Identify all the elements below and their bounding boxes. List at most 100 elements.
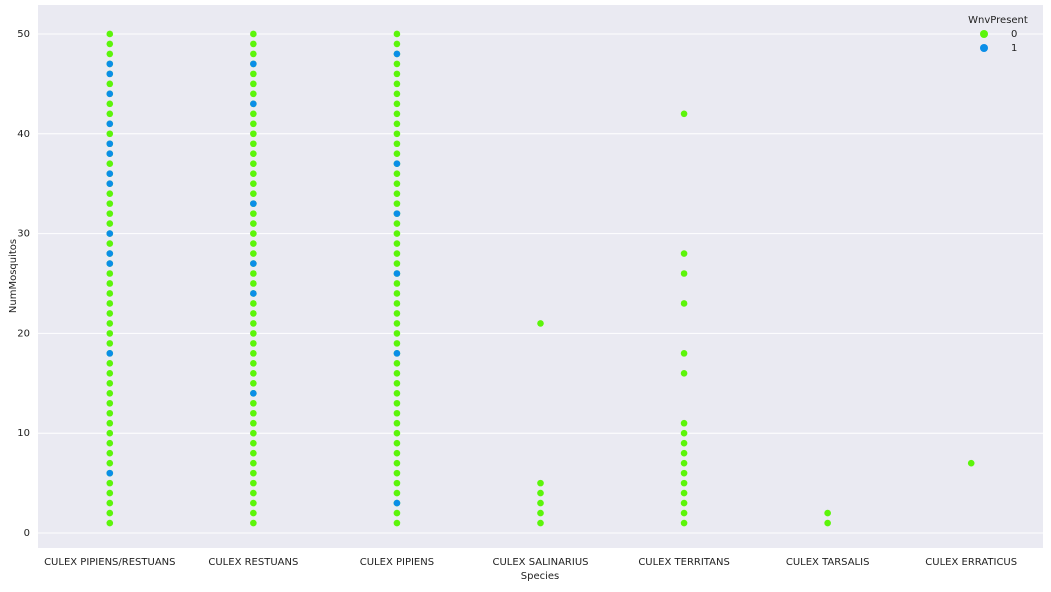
point bbox=[393, 469, 401, 477]
point bbox=[106, 260, 114, 267]
point bbox=[250, 40, 257, 48]
point bbox=[393, 280, 401, 287]
point bbox=[106, 350, 114, 357]
point bbox=[250, 80, 257, 88]
legend-marker bbox=[980, 30, 988, 38]
point bbox=[250, 30, 257, 38]
point bbox=[250, 200, 257, 207]
point bbox=[967, 459, 975, 467]
x-tick-label: CULEX PIPIENS/RESTUANS bbox=[44, 557, 175, 568]
legend-title: WnvPresent bbox=[968, 15, 1028, 26]
y-tick-label: 50 bbox=[17, 29, 30, 40]
legend-marker bbox=[980, 44, 988, 52]
point bbox=[250, 300, 257, 307]
x-tick-label: CULEX ERRATICUS bbox=[925, 557, 1017, 568]
point bbox=[393, 140, 401, 148]
point bbox=[537, 519, 544, 527]
point bbox=[106, 519, 114, 527]
point bbox=[106, 190, 114, 197]
y-tick-label: 10 bbox=[17, 428, 30, 439]
y-tick-label: 40 bbox=[17, 129, 30, 140]
point bbox=[106, 399, 114, 407]
point bbox=[106, 200, 114, 207]
point bbox=[393, 320, 401, 327]
point bbox=[106, 80, 114, 88]
point bbox=[393, 300, 401, 307]
point bbox=[393, 439, 401, 447]
point bbox=[393, 330, 401, 337]
point bbox=[250, 380, 257, 387]
point bbox=[106, 270, 114, 277]
point bbox=[393, 409, 401, 417]
point bbox=[250, 220, 257, 227]
point bbox=[250, 50, 257, 58]
point bbox=[393, 449, 401, 457]
point bbox=[250, 180, 257, 187]
point bbox=[250, 250, 257, 257]
point bbox=[106, 230, 114, 237]
point bbox=[250, 310, 257, 317]
x-tick-label: CULEX TERRITANS bbox=[638, 557, 730, 568]
x-tick-label: CULEX RESTUANS bbox=[208, 557, 298, 568]
point bbox=[250, 479, 257, 487]
point bbox=[680, 429, 688, 437]
point bbox=[106, 160, 114, 168]
point bbox=[106, 110, 114, 118]
point bbox=[393, 170, 401, 177]
point bbox=[250, 489, 257, 497]
point bbox=[250, 320, 257, 327]
point bbox=[106, 509, 114, 517]
point bbox=[680, 300, 688, 307]
point bbox=[393, 459, 401, 467]
point bbox=[537, 489, 544, 497]
point bbox=[393, 310, 401, 317]
point bbox=[250, 409, 257, 417]
point bbox=[106, 90, 114, 98]
point bbox=[106, 50, 114, 58]
point bbox=[106, 240, 114, 247]
point bbox=[250, 70, 257, 78]
point bbox=[250, 100, 257, 108]
point bbox=[106, 479, 114, 487]
point bbox=[250, 519, 257, 527]
point bbox=[106, 250, 114, 257]
point bbox=[393, 240, 401, 247]
point bbox=[250, 449, 257, 457]
point bbox=[680, 419, 688, 427]
point bbox=[393, 80, 401, 88]
point bbox=[250, 330, 257, 337]
point bbox=[250, 110, 257, 118]
point bbox=[393, 360, 401, 367]
point bbox=[393, 90, 401, 98]
point bbox=[680, 350, 688, 357]
point bbox=[106, 130, 114, 138]
point bbox=[250, 160, 257, 168]
point bbox=[393, 110, 401, 118]
point bbox=[250, 120, 257, 128]
point bbox=[106, 459, 114, 467]
point bbox=[106, 429, 114, 437]
point bbox=[250, 370, 257, 377]
point bbox=[106, 170, 114, 177]
point bbox=[250, 419, 257, 427]
point bbox=[680, 370, 688, 377]
x-tick-label: CULEX TARSALIS bbox=[786, 557, 870, 568]
point bbox=[106, 140, 114, 148]
point bbox=[250, 150, 257, 158]
point bbox=[106, 300, 114, 307]
y-tick-label: 30 bbox=[17, 229, 30, 240]
point bbox=[250, 509, 257, 517]
point bbox=[824, 519, 831, 527]
point bbox=[106, 280, 114, 287]
point bbox=[250, 439, 257, 447]
point bbox=[250, 290, 257, 297]
point bbox=[250, 360, 257, 367]
point bbox=[537, 499, 544, 507]
point bbox=[393, 519, 401, 527]
point bbox=[106, 360, 114, 367]
point bbox=[106, 380, 114, 387]
plot-area bbox=[38, 5, 1043, 548]
point bbox=[250, 210, 257, 217]
point bbox=[393, 270, 401, 277]
point bbox=[680, 469, 688, 477]
